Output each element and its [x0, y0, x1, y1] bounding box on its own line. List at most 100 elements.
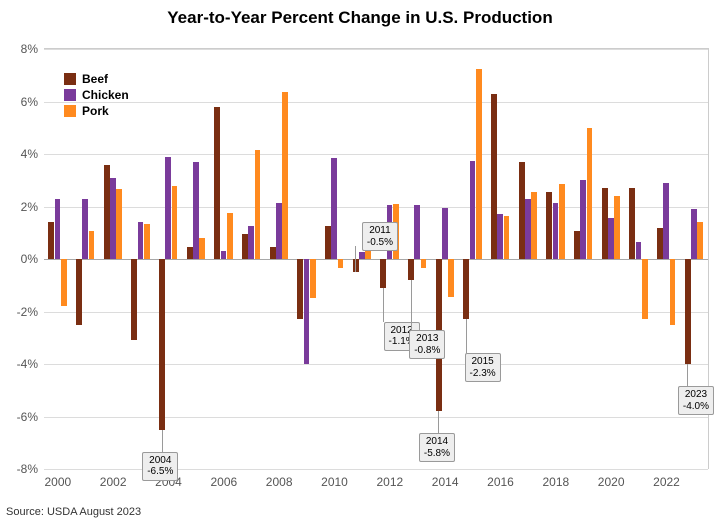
x-tick-label: 2012: [376, 469, 403, 489]
gridline: [44, 49, 708, 50]
gridline: [44, 417, 708, 418]
bar-beef: [48, 222, 54, 259]
gridline: [44, 154, 708, 155]
y-tick-label: 0%: [21, 252, 44, 266]
y-tick-label: -8%: [17, 462, 44, 476]
x-tick-label: 2008: [266, 469, 293, 489]
gridline: [44, 102, 708, 103]
bar-chicken: [138, 222, 144, 259]
bar-beef: [270, 247, 276, 259]
gridline: [44, 312, 708, 313]
bar-beef: [629, 188, 635, 259]
x-tick-label: 2016: [487, 469, 514, 489]
callout-leader: [355, 246, 356, 272]
callout-label: 2015-2.3%: [465, 353, 501, 382]
y-tick-label: 4%: [21, 147, 44, 161]
bar-beef: [408, 259, 414, 280]
bar-chicken: [55, 199, 61, 259]
bar-pork: [144, 224, 150, 259]
bar-chicken: [248, 226, 254, 259]
callout-leader: [438, 411, 439, 433]
callout-label: 2014-5.8%: [419, 433, 455, 462]
bar-pork: [559, 184, 565, 259]
bar-beef: [187, 247, 193, 259]
bar-pork: [421, 259, 427, 268]
bar-pork: [89, 231, 95, 259]
bar-beef: [325, 226, 331, 259]
bar-pork: [614, 196, 620, 259]
y-tick-label: 8%: [21, 42, 44, 56]
bar-beef: [76, 259, 82, 325]
bar-pork: [310, 259, 316, 298]
callout-leader: [411, 280, 412, 330]
callout-leader: [383, 288, 384, 322]
callout-label: 2013-0.8%: [409, 330, 445, 359]
bar-beef: [519, 162, 525, 259]
x-tick-label: 2006: [210, 469, 237, 489]
bar-chicken: [331, 158, 337, 259]
callout-leader: [466, 319, 467, 353]
bar-chicken: [691, 209, 697, 259]
bar-beef: [463, 259, 469, 319]
bar-beef: [491, 94, 497, 259]
bar-pork: [670, 259, 676, 325]
bar-chicken: [110, 178, 116, 259]
bar-beef: [131, 259, 137, 340]
bar-pork: [531, 192, 537, 259]
bar-chicken: [304, 259, 310, 364]
bar-chicken: [414, 205, 420, 259]
callout-leader: [162, 430, 163, 452]
bar-pork: [172, 186, 178, 260]
bar-pork: [282, 92, 288, 259]
bar-pork: [642, 259, 648, 319]
bar-chicken: [470, 161, 476, 259]
bar-beef: [574, 231, 580, 259]
bar-chicken: [580, 180, 586, 259]
callout-label: 2011-0.5%: [362, 222, 398, 251]
bar-beef: [602, 188, 608, 259]
bar-beef: [685, 259, 691, 364]
bar-pork: [116, 189, 122, 259]
bar-pork: [587, 128, 593, 259]
y-tick-label: -6%: [17, 410, 44, 424]
bar-pork: [504, 216, 510, 259]
x-tick-label: 2002: [100, 469, 127, 489]
x-tick-label: 2000: [44, 469, 71, 489]
bar-beef: [297, 259, 303, 319]
bar-pork: [338, 259, 344, 268]
bar-chicken: [525, 199, 531, 259]
y-tick-label: -4%: [17, 357, 44, 371]
bar-chicken: [663, 183, 669, 259]
x-tick-label: 2022: [653, 469, 680, 489]
gridline: [44, 207, 708, 208]
bar-chicken: [276, 203, 282, 259]
bar-pork: [199, 238, 205, 259]
chart-title: Year-to-Year Percent Change in U.S. Prod…: [0, 8, 720, 28]
y-tick-label: 6%: [21, 95, 44, 109]
source-note: Source: USDA August 2023: [6, 506, 141, 518]
bar-chicken: [442, 208, 448, 259]
bar-pork: [448, 259, 454, 297]
x-tick-label: 2010: [321, 469, 348, 489]
bar-chicken: [553, 203, 559, 259]
bar-chicken: [608, 218, 614, 259]
bar-beef: [104, 165, 110, 260]
bar-chicken: [193, 162, 199, 259]
bar-pork: [61, 259, 67, 306]
x-tick-label: 2014: [432, 469, 459, 489]
callout-label: 2023-4.0%: [678, 386, 714, 415]
bar-chicken: [359, 252, 365, 259]
bar-beef: [657, 228, 663, 260]
bar-chicken: [165, 157, 171, 259]
chart-plot-area: -8%-6%-4%-2%0%2%4%6%8%200020022004200620…: [44, 48, 709, 469]
x-tick-label: 2018: [542, 469, 569, 489]
y-tick-label: -2%: [17, 305, 44, 319]
bar-chicken: [82, 199, 88, 259]
bar-beef: [546, 192, 552, 259]
bar-beef: [380, 259, 386, 288]
zero-line: [44, 259, 708, 260]
bar-beef: [159, 259, 165, 430]
x-tick-label: 2020: [598, 469, 625, 489]
bar-chicken: [221, 251, 227, 259]
bar-chicken: [636, 242, 642, 259]
